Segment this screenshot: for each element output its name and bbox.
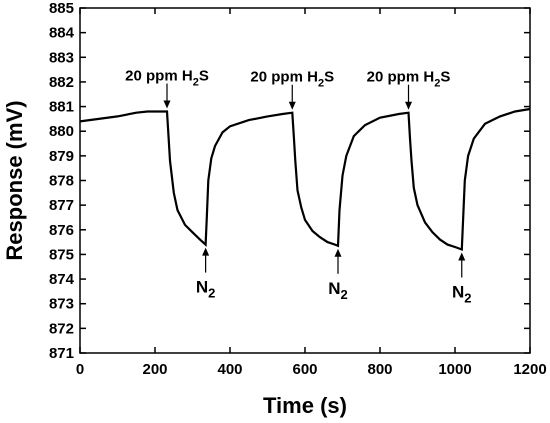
y-tick-label: 885: [49, 0, 74, 17]
annotation-n2: N2: [328, 279, 348, 302]
x-tick-label: 400: [217, 361, 242, 378]
y-tick-label: 881: [49, 99, 74, 116]
y-axis-title: Response (mV): [2, 100, 27, 260]
x-tick-label: 200: [142, 361, 167, 378]
series-line: [79, 107, 531, 252]
x-tick-label: 800: [367, 361, 392, 378]
annotation-n2: N2: [196, 278, 216, 301]
annotation-n2: N2: [452, 283, 472, 306]
annotation-h2s: 20 ppm H2S: [250, 69, 334, 90]
y-tick-label: 876: [49, 222, 74, 239]
annotation-h2s: 20 ppm H2S: [367, 69, 451, 90]
y-tick-label: 877: [49, 197, 74, 214]
x-tick-label: 1200: [513, 361, 546, 378]
x-tick-label: 0: [76, 361, 84, 378]
x-tick-label: 600: [292, 361, 317, 378]
x-axis: 0 200 400 600 800 1000 1200: [76, 8, 547, 378]
annotation-arrowhead: [458, 252, 466, 261]
y-tick-label: 871: [49, 345, 74, 362]
y-tick-label: 878: [49, 173, 74, 190]
y-axis: 871 872 873 874 875 876 877 878 879 880 881 882 883 8…: [49, 0, 530, 362]
y-tick-label: 874: [49, 271, 75, 288]
annotations: 20 ppm H2S 20 ppm H2S 20 ppm H2S N2 N2 N2: [125, 68, 471, 306]
x-axis-title: Time (s): [263, 393, 347, 418]
y-tick-label: 872: [49, 320, 74, 337]
y-tick-label: 882: [49, 74, 74, 91]
annotation-arrowhead: [334, 248, 342, 257]
y-tick-label: 873: [49, 296, 74, 313]
y-tick-label: 875: [49, 246, 74, 263]
annotation-arrowhead: [163, 100, 171, 109]
annotation-h2s: 20 ppm H2S: [125, 68, 209, 89]
annotation-arrowhead: [288, 101, 296, 110]
annotation-arrowhead: [202, 247, 210, 256]
y-tick-label: 880: [49, 123, 74, 140]
y-tick-label: 879: [49, 148, 74, 165]
x-tick-label: 1000: [438, 361, 471, 378]
y-tick-label: 884: [49, 25, 75, 42]
annotation-arrowhead: [405, 101, 412, 110]
y-tick-label: 883: [49, 49, 74, 66]
